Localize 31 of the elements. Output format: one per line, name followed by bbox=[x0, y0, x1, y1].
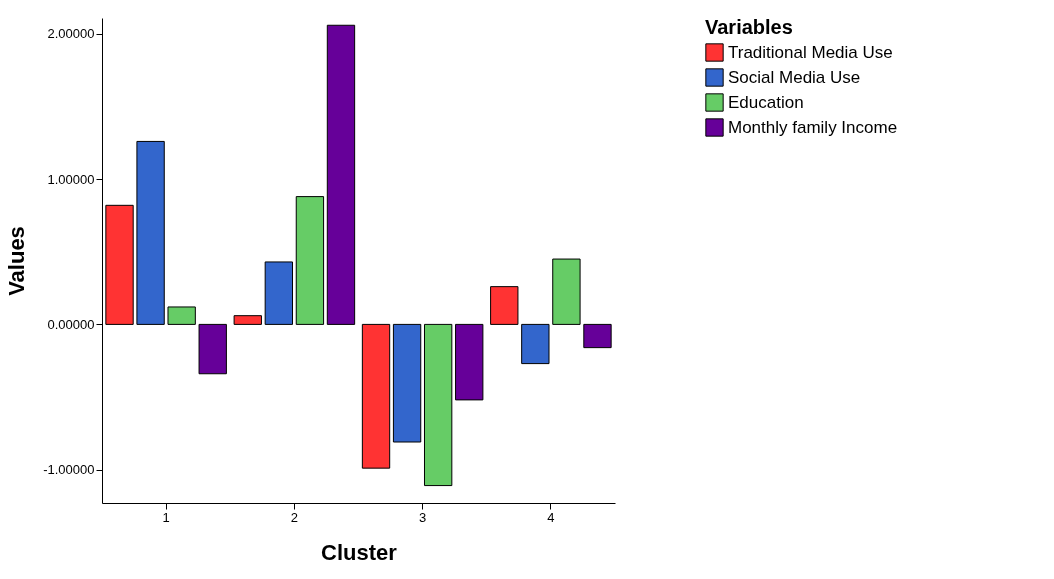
x-tick-label: 1 bbox=[162, 509, 170, 525]
bar bbox=[264, 261, 294, 325]
x-tick-label: 2 bbox=[290, 509, 298, 525]
bar bbox=[136, 140, 165, 325]
y-tick-label: 2.00000 bbox=[47, 26, 95, 42]
bar bbox=[455, 323, 484, 401]
bar bbox=[490, 286, 519, 325]
legend-label: Social Media Use bbox=[728, 67, 861, 87]
bar bbox=[361, 323, 391, 469]
y-tick-label: -1.00000 bbox=[43, 462, 95, 478]
y-tick-label: 1.00000 bbox=[47, 171, 95, 187]
legend-title: Variables bbox=[705, 16, 793, 38]
legend-label: Monthly family Income bbox=[728, 117, 898, 137]
bar bbox=[326, 24, 356, 325]
bar bbox=[583, 323, 612, 349]
legend-label: Traditional Media Use bbox=[728, 42, 893, 62]
y-tick-label: 0.00000 bbox=[47, 316, 95, 332]
bar bbox=[233, 315, 262, 325]
bar bbox=[552, 258, 581, 325]
bar bbox=[392, 323, 422, 443]
bar bbox=[167, 306, 196, 325]
y-axis-title: Values bbox=[4, 226, 30, 296]
bar bbox=[105, 204, 134, 325]
legend-label: Education bbox=[728, 92, 804, 112]
x-axis-title: Cluster bbox=[321, 539, 398, 565]
x-tick-label: 4 bbox=[547, 509, 555, 525]
bar bbox=[198, 323, 227, 375]
bar bbox=[295, 196, 325, 325]
x-tick-label: 3 bbox=[419, 509, 427, 525]
bar bbox=[521, 323, 550, 365]
bar bbox=[423, 323, 453, 487]
